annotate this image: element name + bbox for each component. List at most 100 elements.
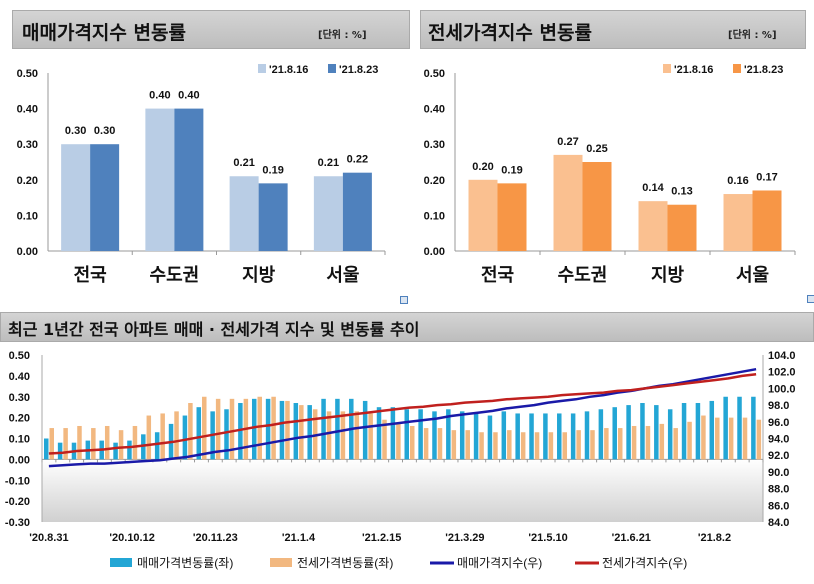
negative-zone-background: [42, 459, 763, 522]
jeonse-chart-title: 전세가격지수 변동률: [428, 22, 592, 44]
jeonse-chart-unit: [단위 : %]: [728, 30, 777, 41]
x-tick-label: '21.5.10: [528, 532, 567, 544]
right-tick-label: 100.0: [768, 383, 796, 395]
legend-swatch: [258, 64, 266, 73]
jeonse-rate-bar: [604, 428, 609, 460]
jeonse-rate-bar: [437, 428, 443, 460]
bar-previous: [145, 108, 175, 251]
resize-handle[interactable]: [807, 295, 814, 303]
jeonse-rate-bar: [715, 417, 720, 460]
data-label: 0.20: [472, 161, 493, 173]
bar-previous: [468, 179, 498, 251]
sale-rate-bar: [681, 403, 687, 460]
jeonse-rate-bar: [562, 432, 568, 460]
sale-rate-bar: [667, 409, 673, 460]
category-label: 지방: [242, 265, 276, 285]
jeonse-rate-bar: [354, 411, 360, 460]
data-label: 0.13: [671, 186, 692, 198]
bar-current: [582, 162, 612, 251]
resize-handle[interactable]: [400, 296, 408, 304]
sale-rate-bar: [376, 407, 382, 460]
legend-label: '21.8.23: [339, 64, 378, 76]
left-tick-label: 0.20: [9, 413, 30, 425]
sale-rate-bar: [251, 398, 257, 460]
data-label: 0.21: [318, 157, 339, 169]
sale-rate-bar: [418, 409, 423, 460]
jeonse-rate-bar: [229, 398, 235, 460]
left-tick-label: 0.10: [9, 434, 30, 446]
sale-rate-bar: [432, 411, 437, 460]
bar-previous: [229, 176, 259, 251]
sale-rate-bar: [612, 407, 617, 460]
x-tick-label: '20.11.23: [193, 532, 238, 544]
sale-rate-bar: [570, 413, 576, 460]
y-tick-label: 0.30: [424, 139, 445, 151]
sale-rate-bar: [321, 398, 326, 460]
sale-rate-bar: [362, 400, 368, 460]
right-tick-label: 84.0: [768, 517, 789, 529]
right-tick-label: 98.0: [768, 400, 789, 412]
bar-previous: [553, 154, 583, 251]
jeonse-rate-bar: [631, 425, 637, 460]
category-label: 전국: [74, 265, 107, 285]
sale-rate-bar: [529, 413, 534, 460]
sale-rate-bar: [113, 442, 118, 460]
legend-swatch: [270, 558, 292, 567]
sale-rate-bar: [709, 400, 715, 460]
sale-rate-bar: [598, 409, 604, 460]
x-tick-label: '20.10.12: [109, 532, 154, 544]
data-label: 0.21: [233, 157, 254, 169]
jeonse-rate-bar: [104, 425, 110, 460]
category-label: 전국: [481, 265, 514, 285]
jeonse-rate-bar: [118, 430, 124, 460]
sale-rate-bar: [141, 434, 146, 460]
sale-rate-bar: [473, 413, 479, 460]
legend-label: 매매가격변동률(좌): [137, 556, 233, 570]
jeonse-rate-bar: [465, 430, 470, 460]
sale-rate-bar: [654, 405, 659, 460]
bar-previous: [313, 176, 343, 251]
bar-current: [342, 172, 372, 251]
bar-current: [667, 204, 697, 251]
sale-chart-title-bar: [12, 10, 410, 49]
jeonse-rate-bar: [326, 411, 332, 460]
left-tick-label: -0.20: [5, 496, 30, 508]
sale-rate-bar: [224, 409, 229, 460]
y-tick-label: 0.10: [424, 210, 445, 222]
legend-swatch: [110, 558, 132, 567]
data-label: 0.40: [149, 90, 170, 102]
jeonse-rate-bar: [174, 411, 179, 460]
data-label: 0.17: [756, 171, 777, 183]
right-tick-label: 104.0: [768, 350, 796, 362]
jeonse-rate-bar: [49, 428, 54, 460]
jeonse-rate-bar: [146, 415, 152, 460]
data-label: 0.16: [727, 175, 748, 187]
jeonse-rate-bar: [63, 428, 68, 460]
legend-label: 매매가격지수(우): [457, 556, 542, 570]
jeonse-rate-bar: [534, 432, 540, 460]
x-tick-label: '20.8.31: [29, 532, 68, 544]
bar-current: [497, 183, 527, 251]
jeonse-rate-bar: [215, 398, 221, 460]
jeonse-rate-bar: [701, 415, 706, 460]
sale-rate-bar: [265, 398, 271, 460]
sale-rate-bar: [404, 409, 409, 460]
jeonse-index-line: [48, 372, 757, 455]
sale-rate-bar: [584, 411, 590, 460]
left-tick-label: 0.50: [9, 350, 30, 362]
jeonse-rate-bar: [645, 425, 651, 460]
y-tick-label: 0.50: [17, 68, 38, 80]
category-label: 서울: [326, 265, 359, 285]
sale-rate-bar: [390, 407, 396, 460]
jeonse-rate-bar: [687, 421, 692, 460]
sale-rate-bar: [335, 398, 340, 460]
legend-swatch: [733, 64, 741, 73]
jeonse-rate-bar: [520, 432, 526, 460]
data-label: 0.19: [262, 164, 283, 176]
jeonse-rate-bar: [132, 425, 138, 460]
jeonse-rate-bar: [188, 403, 193, 460]
sale-chart-unit: [단위 : %]: [318, 30, 367, 41]
bar-current: [258, 183, 288, 251]
category-label: 지방: [651, 265, 685, 285]
sale-rate-bar: [751, 396, 756, 460]
